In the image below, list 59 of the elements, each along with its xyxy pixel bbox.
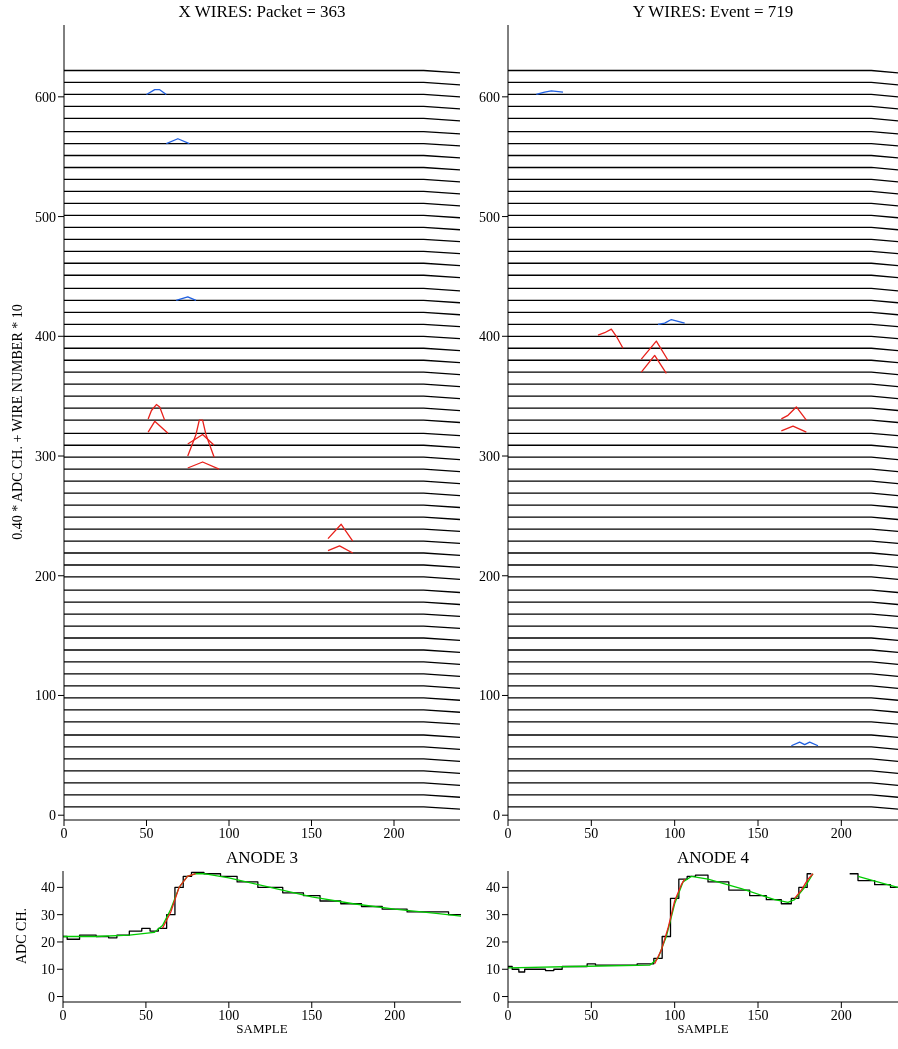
y-tick-label: 200: [479, 568, 500, 584]
chart-title: Y WIRES: Event = 719: [631, 2, 795, 22]
y-tick-label: 0: [49, 808, 56, 824]
line-series: [780, 406, 807, 421]
y-tick-label: 100: [35, 688, 56, 704]
y-tick-label: 100: [479, 688, 500, 704]
y-tick-label: 400: [35, 329, 56, 345]
y-tick-label: 10: [41, 962, 55, 978]
x-tick-label: 200: [384, 1007, 406, 1023]
y-tick-label: 10: [486, 962, 500, 978]
y-tick-label: 500: [35, 209, 56, 225]
x-tick-label: 0: [504, 825, 512, 841]
x-tick-label: 100: [664, 1007, 686, 1023]
y-tick-label: 200: [35, 568, 56, 584]
chart-title: ANODE 4: [675, 848, 751, 868]
y-tick-label: 400: [479, 329, 500, 345]
x-tick-label: 150: [747, 1007, 769, 1023]
x-axis-title: SAMPLE: [676, 1021, 730, 1037]
y-tick-label: 300: [35, 448, 56, 464]
x-tick-label: 200: [383, 825, 405, 841]
line-series: [147, 403, 166, 421]
chart-title: X WIRES: Packet = 363: [177, 2, 347, 22]
x-tick-label: 0: [504, 1007, 512, 1023]
y-tick-label: 40: [41, 880, 55, 896]
x-tick-label: 200: [830, 1007, 852, 1023]
x-tick-label: 150: [301, 1007, 323, 1023]
x-tick-label: 50: [138, 1007, 153, 1023]
line-series: [597, 328, 624, 349]
y-tick-label: 20: [486, 934, 500, 950]
x-tick-label: 100: [218, 1007, 240, 1023]
y-tick-label: 30: [486, 907, 500, 923]
x-tick-label: 100: [218, 825, 240, 841]
x-tick-label: 50: [139, 825, 154, 841]
y-tick-label: 0: [48, 989, 55, 1005]
y-axis-title: 0.40 * ADC CH. + WIRE NUMBER * 10: [10, 302, 26, 542]
y-tick-label: 500: [479, 209, 500, 225]
y-tick-label: 0: [493, 808, 500, 824]
y-tick-label: 30: [41, 907, 55, 923]
y-tick-label: 40: [486, 880, 500, 896]
x-tick-label: 0: [59, 1007, 67, 1023]
x-tick-label: 150: [747, 825, 769, 841]
y-axis-title: ADC CH.: [14, 906, 30, 966]
x-tick-label: 150: [301, 825, 322, 841]
y-tick-label: 300: [479, 448, 500, 464]
y-tick-label: 600: [35, 89, 56, 105]
line-series: [794, 873, 814, 899]
x-axis-title: SAMPLE: [235, 1021, 289, 1037]
y-tick-label: 20: [41, 934, 55, 950]
line-series: [187, 419, 215, 458]
line-series: [654, 878, 686, 965]
line-series: [161, 873, 197, 929]
chart-title: ANODE 3: [224, 848, 300, 868]
y-tick-label: 0: [493, 989, 500, 1005]
x-tick-label: 0: [60, 825, 68, 841]
x-tick-label: 200: [830, 825, 852, 841]
x-tick-label: 100: [664, 825, 686, 841]
y-tick-label: 600: [479, 89, 500, 105]
x-tick-label: 50: [584, 825, 599, 841]
x-tick-label: 50: [584, 1007, 599, 1023]
